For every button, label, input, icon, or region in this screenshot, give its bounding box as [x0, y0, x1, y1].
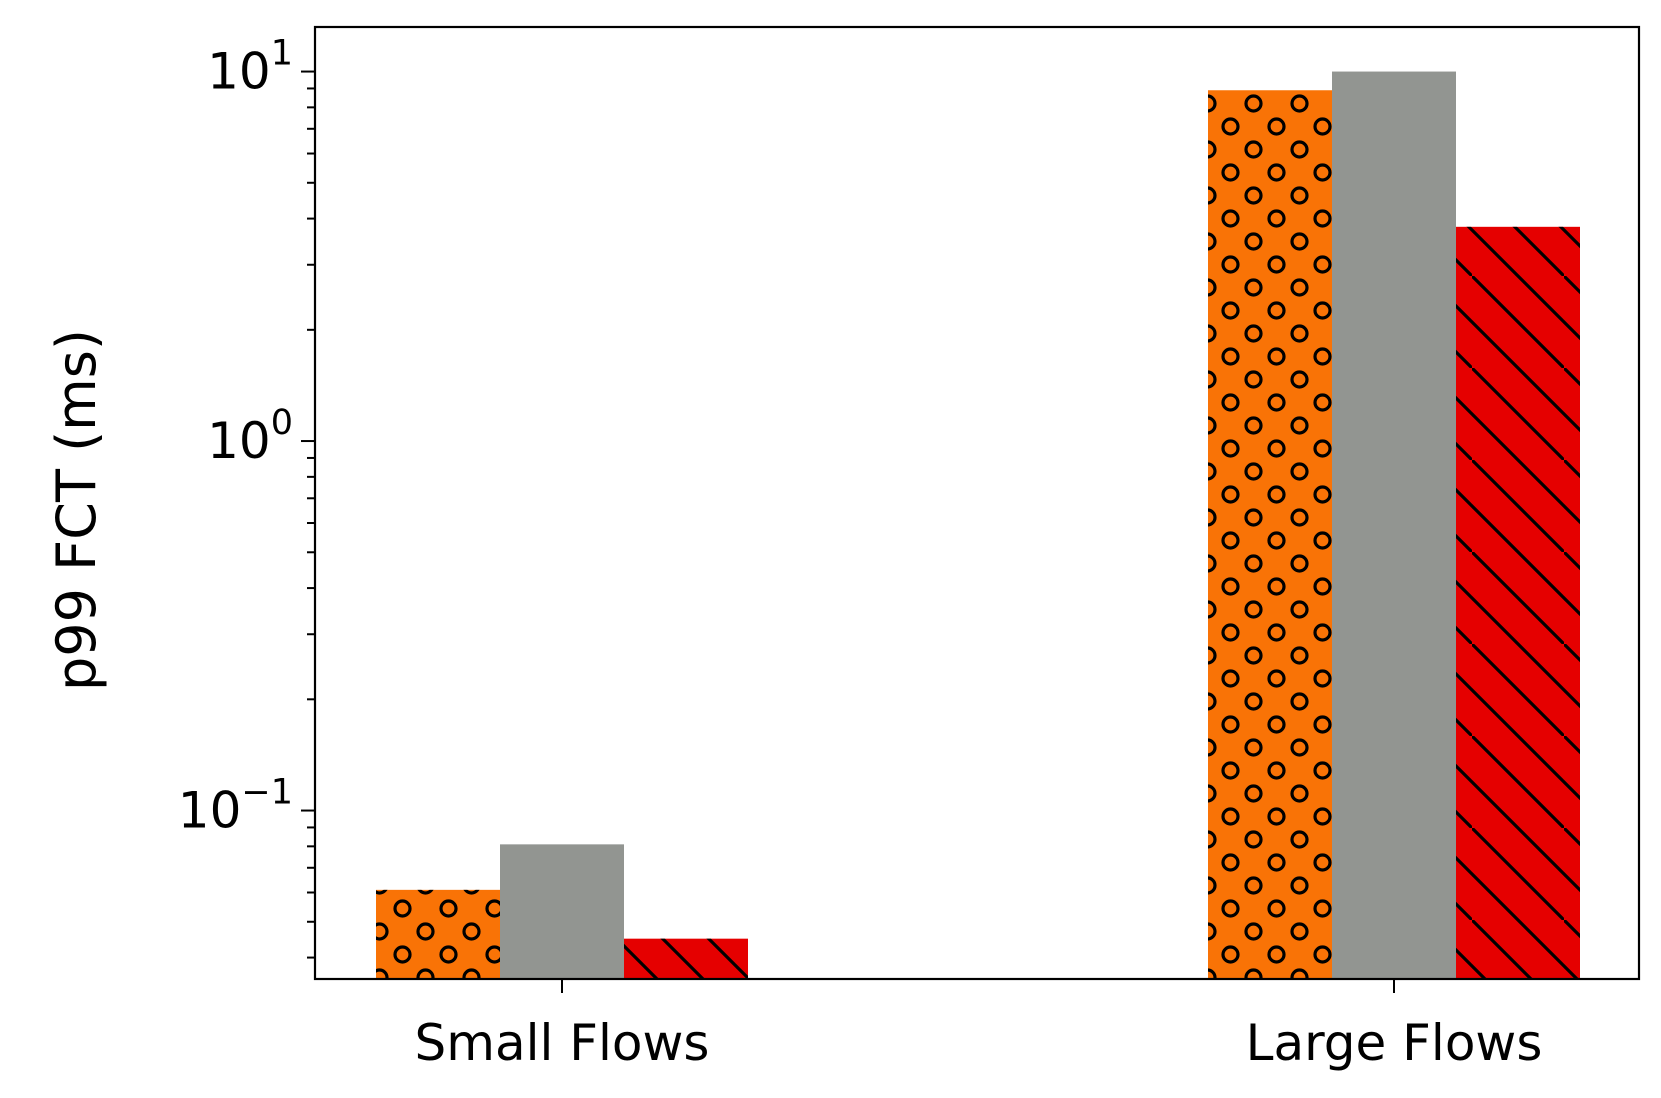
bar-pattern-s3-1: [1456, 226, 1580, 979]
y-tick-label: 10−1: [178, 773, 293, 840]
bar-s2-1: [1332, 71, 1456, 979]
bar-s2-0: [500, 844, 624, 979]
bar-pattern-s1-0: [376, 889, 500, 979]
y-tick-label: 100: [207, 403, 293, 470]
plot-frame: [313, 25, 1641, 981]
bars-layer: [376, 71, 1580, 979]
bar-pattern-s1-1: [1208, 90, 1332, 979]
bar-pattern-s3-0: [624, 938, 748, 979]
x-tick-label-1: Large Flows: [1246, 1014, 1543, 1072]
x-tick-label-0: Small Flows: [415, 1014, 710, 1072]
y-tick-label: 101: [207, 34, 293, 101]
x-axis: Small Flows Large Flows: [415, 979, 1543, 1072]
y-axis-label: p99 FCT (ms): [45, 329, 108, 691]
y-axis: 10−1 100 101: [178, 34, 315, 959]
